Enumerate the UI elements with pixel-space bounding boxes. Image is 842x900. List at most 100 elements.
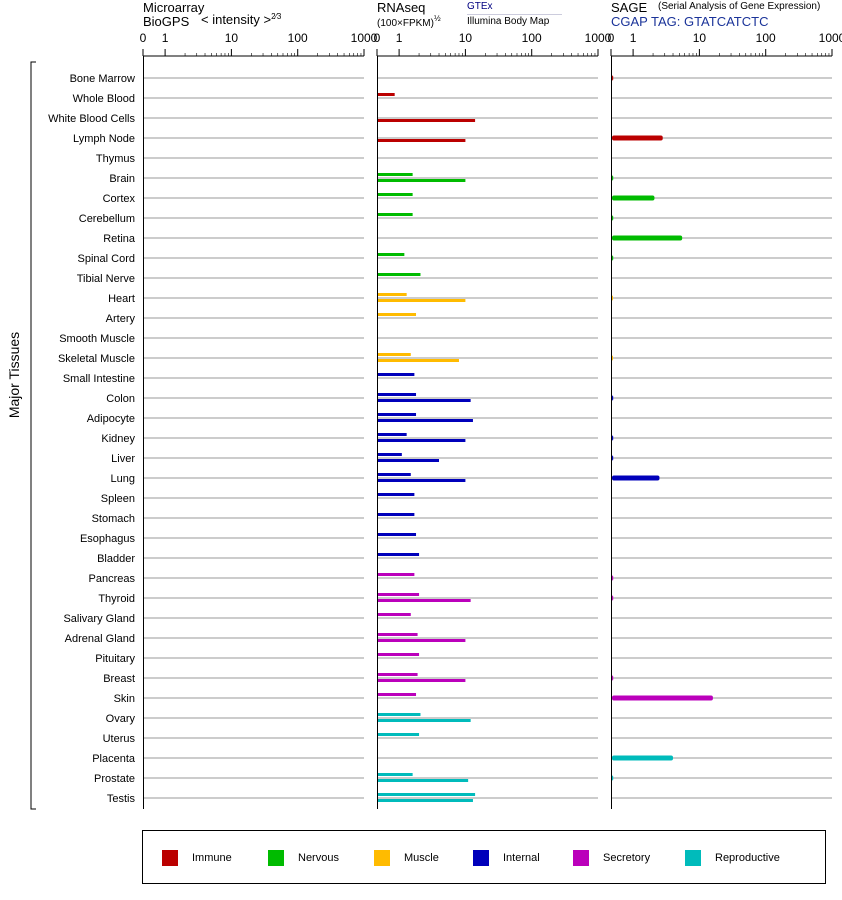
microarray-unit-exponent: 2⁄3 (271, 12, 282, 21)
legend-label-secretory: Secretory (603, 852, 651, 864)
gtex-bar (378, 353, 411, 356)
legend-label-nervous: Nervous (298, 852, 339, 864)
tissue-label: Bladder (97, 553, 135, 565)
tissue-label: Artery (106, 313, 136, 325)
sage-tick-label: 10 (693, 31, 707, 45)
legend-item-reproductive: Reproductive (685, 850, 780, 866)
sage-bar (612, 695, 713, 701)
microarray-tick-label: 1 (162, 31, 169, 45)
tissue-label: Lung (111, 473, 135, 485)
illumina-bar (378, 399, 471, 402)
sage-bar (612, 175, 614, 181)
gtex-bar (378, 273, 421, 276)
gtex-bar (378, 733, 420, 736)
rnaseq-tick-label: 10 (459, 31, 473, 45)
gtex-bar (378, 513, 415, 516)
legend-swatch-reproductive (685, 850, 701, 866)
y-axis-label: Major Tissues (6, 331, 22, 419)
rnaseq-unit: (100×FPKM)½ (377, 15, 441, 29)
tissue-label: Placenta (92, 753, 136, 765)
tissue-label: Breast (103, 673, 135, 685)
sage-bar (612, 775, 614, 781)
gtex-bar (378, 473, 411, 476)
tissue-label: Heart (108, 293, 135, 305)
tissue-label: Small Intestine (63, 373, 135, 385)
illumina-bar (378, 479, 466, 482)
gtex-bar (378, 673, 418, 676)
legend-item-nervous: Nervous (268, 850, 339, 866)
rnaseq-unit-text: (100×FPKM) (377, 18, 434, 29)
rnaseq-tick-label: 0 (374, 31, 381, 45)
legend-swatch-internal (473, 850, 489, 866)
gtex-bar (378, 373, 415, 376)
illumina-bar (378, 419, 473, 422)
sage-bar (612, 255, 614, 261)
gtex-bar (378, 433, 407, 436)
tissue-label: Skeletal Muscle (58, 353, 135, 365)
legend-swatch-nervous (268, 850, 284, 866)
gtex-bar (378, 393, 417, 396)
legend-item-immune: Immune (162, 850, 232, 866)
tissue-label: Esophagus (80, 533, 136, 545)
tissue-label: Spinal Cord (78, 253, 135, 265)
sage-title: SAGE (611, 0, 648, 15)
tissue-label: Liver (111, 453, 135, 465)
sage-bar (612, 575, 614, 581)
gtex-bar (378, 173, 413, 176)
microarray-unit-text: < intensity > (201, 12, 272, 27)
rnaseq-tick-label: 100 (522, 31, 542, 45)
illumina-bar (378, 119, 476, 122)
legend-item-muscle: Muscle (374, 850, 439, 866)
rnaseq-title: RNAseq (377, 0, 426, 15)
gtex-bar (378, 413, 417, 416)
tissue-label: Smooth Muscle (59, 333, 135, 345)
gtex-bar (378, 793, 476, 796)
gtex-bar (378, 573, 415, 576)
legend: Immune Nervous Muscle Internal Secretory… (142, 830, 826, 884)
gtex-bar (378, 213, 413, 216)
legend-label-immune: Immune (192, 852, 232, 864)
gtex-bar (378, 453, 402, 456)
microarray-title: Microarray (143, 0, 205, 15)
gtex-bar (378, 493, 415, 496)
gtex-bar (378, 193, 413, 196)
tissue-label: Prostate (94, 773, 135, 785)
gtex-bar (378, 533, 417, 536)
microarray-tick-label: 10 (225, 31, 239, 45)
tissue-label: Adrenal Gland (65, 633, 135, 645)
tissue-label: Whole Blood (73, 93, 135, 105)
sage-bar (612, 235, 683, 241)
rnaseq-source-gtex: GTEx (467, 1, 493, 12)
tissue-label: Lymph Node (73, 133, 135, 145)
gtex-bar (378, 613, 411, 616)
sage-bar (612, 755, 674, 761)
microarray-tick-label: 100 (288, 31, 308, 45)
illumina-bar (378, 459, 440, 462)
tissue-label: Bone Marrow (70, 73, 135, 85)
legend-label-internal: Internal (503, 852, 540, 864)
gtex-bar (378, 593, 420, 596)
tissue-label: Thyroid (98, 593, 135, 605)
sage-bar (612, 195, 655, 201)
legend-label-muscle: Muscle (404, 852, 439, 864)
tissue-label: Cerebellum (79, 213, 135, 225)
tissue-bracket (30, 61, 36, 810)
tissue-label: Uterus (103, 733, 136, 745)
microarray-tick-label: 0 (140, 31, 147, 45)
sage-tick-label: 1000 (819, 31, 842, 45)
sage-bar (612, 135, 663, 141)
gtex-bar (378, 253, 405, 256)
tissue-label: Salivary Gland (63, 613, 135, 625)
illumina-bar (378, 719, 471, 722)
sage-tag: CGAP TAG: GTATCATCTC (611, 14, 769, 29)
sage-bar (612, 475, 660, 481)
illumina-bar (378, 639, 466, 642)
tissue-label: White Blood Cells (48, 113, 135, 125)
tissue-label: Pancreas (89, 573, 136, 585)
rnaseq-source-divider (467, 14, 562, 15)
tissue-label: Tibial Nerve (77, 273, 135, 285)
tissue-label: Thymus (96, 153, 136, 165)
sage-bar (612, 355, 613, 361)
illumina-bar (378, 439, 466, 442)
tissue-label: Kidney (101, 433, 135, 445)
